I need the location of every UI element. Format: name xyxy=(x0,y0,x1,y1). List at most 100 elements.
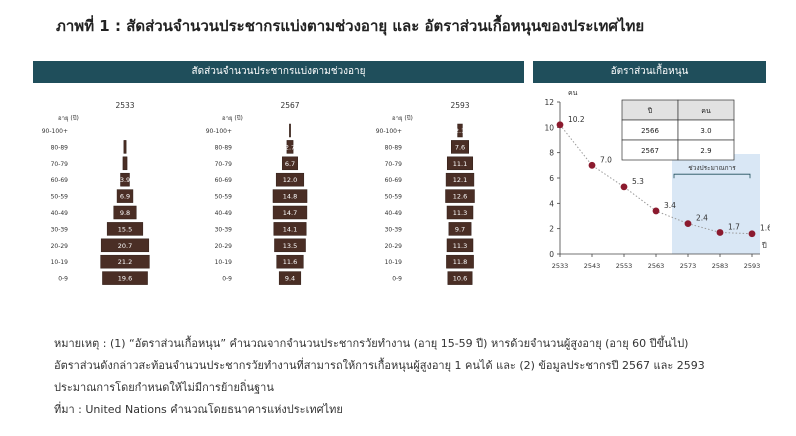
pyramid-bar xyxy=(289,123,291,138)
left-panel-header: สัดส่วนจำนวนประชากรแบ่งตามช่วงอายุ xyxy=(33,61,524,83)
pyramid-bar-value: 11.1 xyxy=(453,160,467,168)
age-group-label: 60-69 xyxy=(51,177,69,184)
x-tick-label: 2593 xyxy=(744,262,761,270)
pyramid-bar xyxy=(123,140,127,154)
age-group-label: 70-79 xyxy=(215,161,233,168)
y-tick-label: 8 xyxy=(549,149,554,158)
pyramid-bar-value: 3.9 xyxy=(120,176,130,184)
age-group-label: 40-49 xyxy=(215,210,233,217)
note-line: หมายเหตุ : (1) “อัตราส่วนเกื้อหนุน” คำนว… xyxy=(54,337,689,350)
table-cell-text: 2.9 xyxy=(700,147,711,155)
pyramid-bar-value: 11.3 xyxy=(453,242,467,250)
pyramid-bar-value: 11.8 xyxy=(453,258,467,266)
pyramid-bar xyxy=(272,189,308,203)
pyramid-bar xyxy=(446,254,474,269)
pyramid-bar-value: 19.6 xyxy=(118,275,132,283)
pyramid-bar xyxy=(113,205,137,220)
pyramid-bar-value: 20.7 xyxy=(118,242,132,250)
age-group-label: 40-49 xyxy=(51,210,69,217)
pyramid-axis-label: อายุ (ปี) xyxy=(222,114,243,122)
age-group-label: 50-59 xyxy=(215,194,233,201)
pyramid-bar-value: 2.7 xyxy=(285,143,295,151)
table-cell xyxy=(677,139,735,161)
pyramid-bar xyxy=(451,140,469,154)
data-point xyxy=(588,161,596,169)
projection-shade xyxy=(672,154,760,254)
data-label: 2.4 xyxy=(696,214,708,223)
age-group-label: 90-100+ xyxy=(376,128,402,135)
data-label: 5.3 xyxy=(632,177,644,186)
table-header-text: คน xyxy=(701,107,711,115)
pyramid-year-label: 2593 xyxy=(450,101,469,110)
right-panel-header: อัตราส่วนเกื้อหนุน xyxy=(533,61,766,83)
age-group-label: 40-49 xyxy=(385,210,403,217)
pyramid-bar xyxy=(445,172,475,187)
age-group-label: 10-19 xyxy=(385,259,403,266)
pyramid-bar-value: 10.6 xyxy=(453,275,467,283)
x-tick-label: 2553 xyxy=(616,262,633,270)
pyramid-bar xyxy=(122,156,128,171)
pyramid-axis-label: อายุ (ปี) xyxy=(392,114,413,122)
x-axis-title: ปี xyxy=(761,241,767,250)
y-tick-label: 4 xyxy=(549,199,554,208)
age-group-label: 30-39 xyxy=(51,226,69,233)
pyramid-bar xyxy=(106,222,144,236)
y-tick-label: 0 xyxy=(549,250,554,259)
data-label: 10.2 xyxy=(568,115,585,124)
age-group-label: 80-89 xyxy=(51,144,69,151)
pyramid-bar xyxy=(446,156,474,171)
y-tick-label: 2 xyxy=(549,225,554,234)
source-line: ที่มา : United Nations คำนวณโดยธนาคารแห่… xyxy=(54,403,343,416)
pyramid-bar xyxy=(273,222,307,236)
y-tick-label: 6 xyxy=(549,174,554,183)
age-group-label: 20-29 xyxy=(215,243,233,250)
pyramid-bar xyxy=(448,222,472,236)
age-group-label: 80-89 xyxy=(385,144,403,151)
age-group-label: 70-79 xyxy=(51,161,69,168)
x-tick-label: 2583 xyxy=(712,262,729,270)
data-point xyxy=(748,230,756,238)
pyramid-bar-value: 21.2 xyxy=(118,258,132,266)
data-point xyxy=(652,207,660,215)
y-tick-label: 10 xyxy=(544,123,554,132)
projection-bracket xyxy=(673,173,751,179)
projection-label: ช่วงประมาณการ xyxy=(688,164,736,172)
pyramid-bar xyxy=(446,238,474,253)
x-tick-label: 2563 xyxy=(648,262,665,270)
pyramid-bar-value: 14.1 xyxy=(283,225,297,233)
age-group-label: 0-9 xyxy=(58,276,68,283)
pyramid-bar xyxy=(102,271,148,285)
pyramid-bar-value: 7.6 xyxy=(455,143,465,151)
age-group-label: 30-39 xyxy=(215,226,233,233)
pyramid-bar xyxy=(272,205,308,220)
figure-title: ภาพที่ 1 : สัดส่วนจำนวนประชากรแบ่งตามช่ว… xyxy=(56,17,645,35)
note-line: ประมาณการโดยกำหนดให้ไม่มีการย้ายถิ่นฐาน xyxy=(54,381,274,394)
table-cell-text: 3.0 xyxy=(700,127,711,135)
age-group-label: 30-39 xyxy=(385,226,403,233)
notes: หมายเหตุ : (1) “อัตราส่วนเกื้อหนุน” คำนว… xyxy=(54,333,705,421)
population-pyramid-chart: 2533 อายุ (ปี) 90-100+ 80-89 70-79 60-69 3.9 50… xyxy=(42,101,475,285)
pyramid-axis-label: อายุ (ปี) xyxy=(58,114,79,122)
pyramid-bar-value: 12.0 xyxy=(283,176,297,184)
x-tick-label: 2543 xyxy=(584,262,601,270)
data-point xyxy=(684,220,692,228)
pyramid-bar-value: 11.6 xyxy=(283,258,297,266)
age-group-label: 70-79 xyxy=(385,161,403,168)
age-group-label: 50-59 xyxy=(51,194,69,201)
y-axis-title: คน xyxy=(568,89,578,97)
x-tick-label: 2573 xyxy=(680,262,697,270)
table-cell-text: 2566 xyxy=(641,127,659,135)
pyramid-bar-value: 12.6 xyxy=(453,193,467,201)
data-point xyxy=(620,183,628,191)
pyramid-bar xyxy=(116,189,134,203)
pyramid-bar-value: 15.5 xyxy=(118,225,132,233)
table-header-text: ปี xyxy=(648,107,653,115)
pyramid-bar xyxy=(278,271,302,285)
pyramid-bar-value: 13.5 xyxy=(283,242,297,250)
data-point xyxy=(556,121,564,129)
pyramid-bar-value: 11.3 xyxy=(453,209,467,217)
pyramid-year-label: 2533 xyxy=(115,101,134,110)
data-label: 7.0 xyxy=(600,155,612,164)
pyramid-bar-value: 2.1 xyxy=(455,127,465,135)
pyramid-bar-value: 9.7 xyxy=(455,225,465,233)
